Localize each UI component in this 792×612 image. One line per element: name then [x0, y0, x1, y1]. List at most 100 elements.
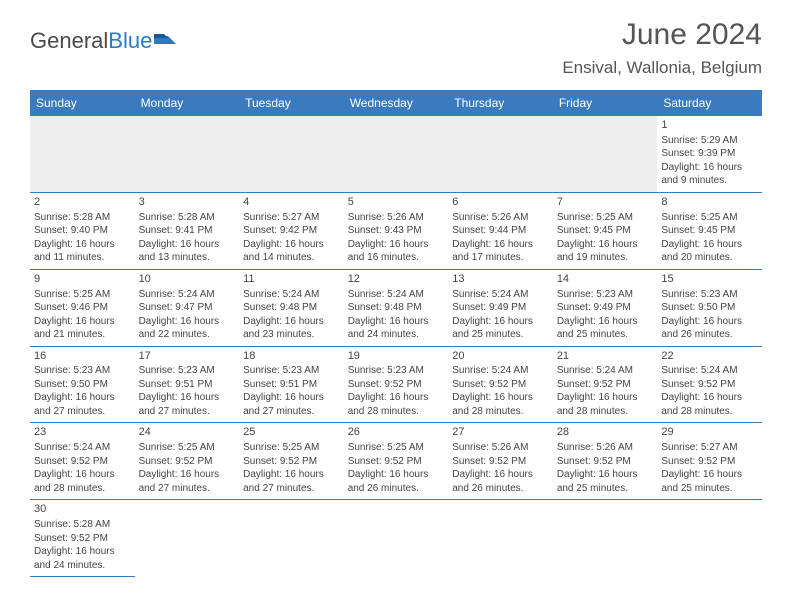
- sunset-text: Sunset: 9:45 PM: [661, 224, 758, 238]
- day-number: 6: [452, 195, 549, 210]
- daylight1-text: Daylight: 16 hours: [34, 468, 131, 482]
- day-cell: 1Sunrise: 5:29 AMSunset: 9:39 PMDaylight…: [657, 116, 762, 192]
- daylight1-text: Daylight: 16 hours: [34, 238, 131, 252]
- brand-part1: General: [30, 28, 108, 53]
- sunrise-text: Sunrise: 5:23 AM: [139, 364, 236, 378]
- daylight1-text: Daylight: 16 hours: [139, 468, 236, 482]
- sunrise-text: Sunrise: 5:24 AM: [452, 364, 549, 378]
- sunrise-text: Sunrise: 5:23 AM: [348, 364, 445, 378]
- day-number: 4: [243, 195, 340, 210]
- title-block: June 2024 Ensival, Wallonia, Belgium: [562, 18, 762, 78]
- day-cell: 12Sunrise: 5:24 AMSunset: 9:48 PMDayligh…: [344, 269, 449, 346]
- daylight2-text: and 28 minutes.: [34, 482, 131, 496]
- sunrise-text: Sunrise: 5:27 AM: [661, 441, 758, 455]
- day-cell: 24Sunrise: 5:25 AMSunset: 9:52 PMDayligh…: [135, 423, 240, 500]
- weekday-header: Tuesday: [239, 90, 344, 116]
- day-cell: 13Sunrise: 5:24 AMSunset: 9:49 PMDayligh…: [448, 269, 553, 346]
- daylight2-text: and 11 minutes.: [34, 251, 131, 265]
- sunrise-text: Sunrise: 5:25 AM: [348, 441, 445, 455]
- daylight1-text: Daylight: 16 hours: [348, 468, 445, 482]
- daylight2-text: and 13 minutes.: [139, 251, 236, 265]
- sunrise-text: Sunrise: 5:24 AM: [452, 288, 549, 302]
- daylight1-text: Daylight: 16 hours: [661, 391, 758, 405]
- daylight2-text: and 14 minutes.: [243, 251, 340, 265]
- daylight2-text: and 28 minutes.: [557, 405, 654, 419]
- day-number: 20: [452, 349, 549, 364]
- daylight2-text: and 19 minutes.: [557, 251, 654, 265]
- daylight1-text: Daylight: 16 hours: [661, 161, 758, 175]
- sunrise-text: Sunrise: 5:26 AM: [452, 211, 549, 225]
- day-cell: 17Sunrise: 5:23 AMSunset: 9:51 PMDayligh…: [135, 346, 240, 423]
- daylight2-text: and 28 minutes.: [452, 405, 549, 419]
- daylight2-text: and 24 minutes.: [34, 559, 131, 573]
- daylight2-text: and 27 minutes.: [34, 405, 131, 419]
- sunset-text: Sunset: 9:52 PM: [452, 455, 549, 469]
- daylight2-text: and 25 minutes.: [661, 482, 758, 496]
- calendar-row: 2Sunrise: 5:28 AMSunset: 9:40 PMDaylight…: [30, 192, 762, 269]
- daylight2-text: and 26 minutes.: [348, 482, 445, 496]
- day-cell: 10Sunrise: 5:24 AMSunset: 9:47 PMDayligh…: [135, 269, 240, 346]
- weekday-header: Saturday: [657, 90, 762, 116]
- daylight1-text: Daylight: 16 hours: [34, 545, 131, 559]
- day-cell: 3Sunrise: 5:28 AMSunset: 9:41 PMDaylight…: [135, 192, 240, 269]
- day-cell: 26Sunrise: 5:25 AMSunset: 9:52 PMDayligh…: [344, 423, 449, 500]
- blank-cell: [239, 116, 344, 192]
- sunrise-text: Sunrise: 5:28 AM: [34, 211, 131, 225]
- daylight1-text: Daylight: 16 hours: [661, 238, 758, 252]
- blank-cell: [657, 500, 762, 577]
- sunrise-text: Sunrise: 5:29 AM: [661, 134, 758, 148]
- sunrise-text: Sunrise: 5:25 AM: [139, 441, 236, 455]
- sunset-text: Sunset: 9:52 PM: [661, 455, 758, 469]
- day-number: 8: [661, 195, 758, 210]
- sunset-text: Sunset: 9:47 PM: [139, 301, 236, 315]
- sunrise-text: Sunrise: 5:28 AM: [139, 211, 236, 225]
- sunset-text: Sunset: 9:52 PM: [34, 532, 131, 546]
- calendar-row: 23Sunrise: 5:24 AMSunset: 9:52 PMDayligh…: [30, 423, 762, 500]
- day-cell: 27Sunrise: 5:26 AMSunset: 9:52 PMDayligh…: [448, 423, 553, 500]
- calendar-row: 1Sunrise: 5:29 AMSunset: 9:39 PMDaylight…: [30, 116, 762, 192]
- day-number: 15: [661, 272, 758, 287]
- sunset-text: Sunset: 9:51 PM: [139, 378, 236, 392]
- sunrise-text: Sunrise: 5:23 AM: [557, 288, 654, 302]
- sunset-text: Sunset: 9:52 PM: [452, 378, 549, 392]
- sunset-text: Sunset: 9:52 PM: [557, 455, 654, 469]
- blank-cell: [344, 500, 449, 577]
- day-cell: 20Sunrise: 5:24 AMSunset: 9:52 PMDayligh…: [448, 346, 553, 423]
- sunrise-text: Sunrise: 5:25 AM: [557, 211, 654, 225]
- day-cell: 11Sunrise: 5:24 AMSunset: 9:48 PMDayligh…: [239, 269, 344, 346]
- day-number: 14: [557, 272, 654, 287]
- day-number: 27: [452, 425, 549, 440]
- daylight1-text: Daylight: 16 hours: [557, 468, 654, 482]
- day-number: 7: [557, 195, 654, 210]
- sunset-text: Sunset: 9:45 PM: [557, 224, 654, 238]
- weekday-header: Wednesday: [344, 90, 449, 116]
- weekday-header: Friday: [553, 90, 658, 116]
- day-number: 29: [661, 425, 758, 440]
- calendar-row: 16Sunrise: 5:23 AMSunset: 9:50 PMDayligh…: [30, 346, 762, 423]
- day-number: 28: [557, 425, 654, 440]
- daylight1-text: Daylight: 16 hours: [557, 238, 654, 252]
- sunrise-text: Sunrise: 5:24 AM: [243, 288, 340, 302]
- sunset-text: Sunset: 9:52 PM: [348, 378, 445, 392]
- sunset-text: Sunset: 9:52 PM: [139, 455, 236, 469]
- sunset-text: Sunset: 9:46 PM: [34, 301, 131, 315]
- day-cell: 5Sunrise: 5:26 AMSunset: 9:43 PMDaylight…: [344, 192, 449, 269]
- sunrise-text: Sunrise: 5:24 AM: [34, 441, 131, 455]
- sunrise-text: Sunrise: 5:24 AM: [139, 288, 236, 302]
- daylight1-text: Daylight: 16 hours: [452, 468, 549, 482]
- blank-cell: [553, 500, 658, 577]
- day-number: 10: [139, 272, 236, 287]
- daylight1-text: Daylight: 16 hours: [34, 391, 131, 405]
- daylight1-text: Daylight: 16 hours: [139, 315, 236, 329]
- sunset-text: Sunset: 9:48 PM: [243, 301, 340, 315]
- sunrise-text: Sunrise: 5:28 AM: [34, 518, 131, 532]
- day-number: 1: [661, 118, 758, 133]
- weekday-header: Monday: [135, 90, 240, 116]
- daylight1-text: Daylight: 16 hours: [34, 315, 131, 329]
- day-number: 13: [452, 272, 549, 287]
- month-title: June 2024: [562, 18, 762, 52]
- daylight1-text: Daylight: 16 hours: [452, 238, 549, 252]
- blank-cell: [448, 116, 553, 192]
- day-cell: 2Sunrise: 5:28 AMSunset: 9:40 PMDaylight…: [30, 192, 135, 269]
- brand-text: GeneralBlue: [30, 28, 152, 54]
